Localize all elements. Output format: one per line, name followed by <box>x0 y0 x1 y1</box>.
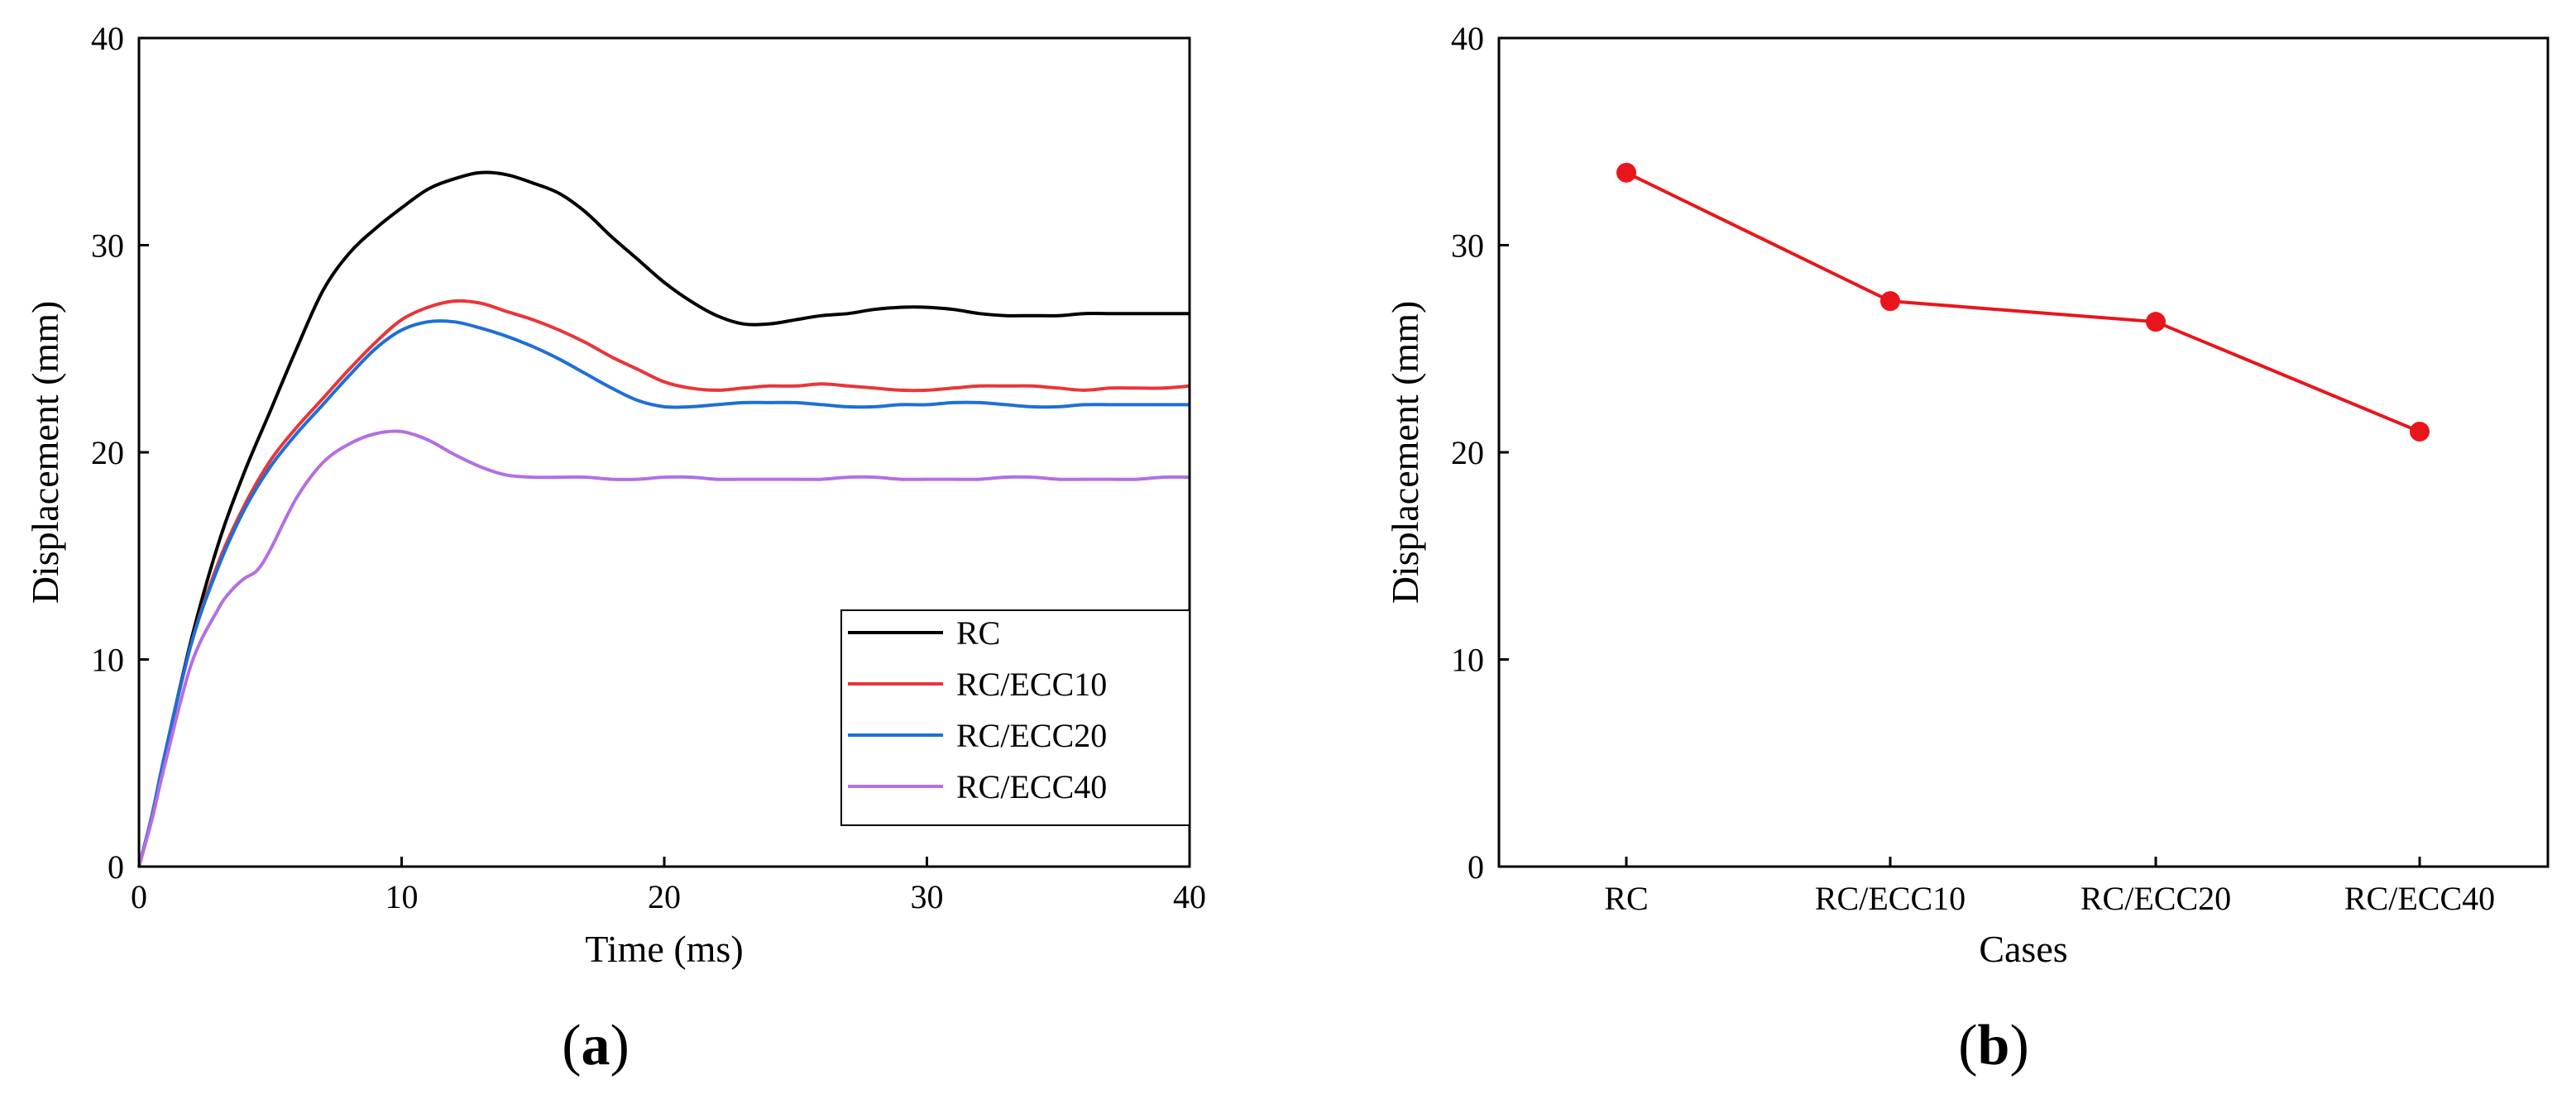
panel-b-x-tick-label: RC <box>1604 880 1648 917</box>
panel-b-plot-frame <box>1497 36 2550 868</box>
panel-a-y-tick-label: 30 <box>91 227 124 265</box>
panel-b-data-point <box>1880 291 1900 312</box>
panel-a-ticks: 0 10 20 30 40 0 10 20 30 40 <box>91 20 1206 915</box>
panel-a-x-tick-label: 20 <box>648 878 681 915</box>
panel-b-y-axis-label: Displacement (mm) <box>1384 301 1426 604</box>
panel-a-y-tick-label: 10 <box>91 642 124 679</box>
panel-b-data-point <box>2410 421 2430 442</box>
panel-a-x-tick-label: 10 <box>385 878 419 915</box>
panel-b-y-tick-label: 20 <box>1451 434 1484 471</box>
panel-a-legend-box <box>840 609 1190 826</box>
panel-a-time-history-chart: 0 10 20 30 40 0 10 20 30 40 Time (ms) Displacemen… <box>24 20 1206 1077</box>
panel-a-x-axis-label: Time (ms) <box>585 928 743 970</box>
panel-a-series-line-rc-ecc20 <box>137 319 1190 867</box>
panel-b-x-tick-label: RC/ECC10 <box>1815 880 1966 917</box>
panel-a-label: (a) <box>562 1014 630 1077</box>
panel-a-y-tick-label: 20 <box>91 434 124 471</box>
panel-b-x-tick-label: RC/ECC20 <box>2080 880 2231 917</box>
panel-b-y-tick-label: 10 <box>1451 642 1484 679</box>
panel-b-series-line <box>1626 171 2420 433</box>
panel-a-x-tick-label: 0 <box>131 878 147 915</box>
legend-label: RC/ECC40 <box>956 768 1107 805</box>
panel-a-series-line-rc <box>137 170 1190 867</box>
panel-b-ticks: RC RC/ECC10 RC/ECC20 RC/ECC40 0 10 20 30 40 <box>1451 20 2495 917</box>
panel-a-y-axis-label: Displacement (mm) <box>24 301 66 604</box>
legend-label: RC/ECC10 <box>956 666 1107 703</box>
panel-a-y-tick-label: 40 <box>91 20 124 57</box>
panel-b-series-group <box>1616 162 2430 442</box>
panel-b-y-tick-label: 40 <box>1451 20 1484 57</box>
panel-b-x-axis-label: Cases <box>1979 928 2067 970</box>
panel-b-data-point <box>1616 162 1636 183</box>
panel-b-cases-chart: RC RC/ECC10 RC/ECC20 RC/ECC40 0 10 20 30 40 Case… <box>1384 20 2550 1077</box>
panel-b-y-tick-label: 0 <box>1468 848 1484 886</box>
panel-a-x-tick-label: 40 <box>1173 878 1206 915</box>
panel-a-series-line-rc-ecc10 <box>137 299 1190 867</box>
panel-a-legend: RC RC/ECC10 RC/ECC20 RC/ECC40 <box>840 609 1190 826</box>
panel-a-y-tick-label: 0 <box>108 848 124 886</box>
panel-a-x-tick-label: 30 <box>911 878 944 915</box>
panel-b-label: (b) <box>1958 1014 2029 1077</box>
panel-b-data-point <box>2146 312 2166 332</box>
panel-a-series-line-rc-ecc40 <box>137 429 1190 867</box>
legend-label: RC <box>956 614 1000 652</box>
legend-label: RC/ECC20 <box>956 717 1107 754</box>
panel-b-x-tick-label: RC/ECC40 <box>2344 880 2495 917</box>
panel-a-series-group <box>137 170 1190 867</box>
panel-b-y-tick-label: 30 <box>1451 227 1484 265</box>
